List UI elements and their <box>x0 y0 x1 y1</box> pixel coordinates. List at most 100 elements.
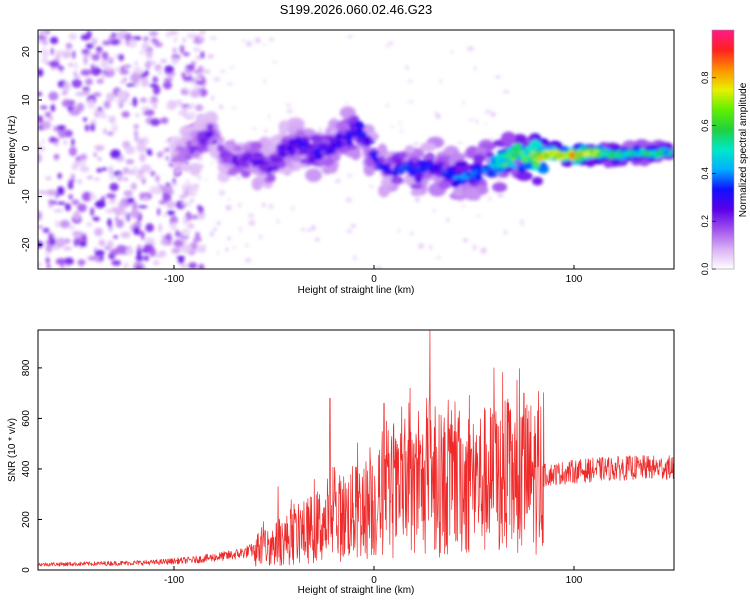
colorbar-frame <box>711 29 735 270</box>
noise-blob <box>140 72 148 79</box>
noise-blob <box>398 121 402 125</box>
noise-blob <box>143 255 150 262</box>
ridge-blob <box>272 159 280 164</box>
noise-blob <box>497 178 501 182</box>
x-tick-label: -100 <box>164 274 184 285</box>
x-tick-label: 0 <box>371 575 377 586</box>
noise-blob <box>127 197 135 204</box>
noise-blob <box>134 131 138 142</box>
noise-blob <box>190 88 202 97</box>
y-tick-label: 10 <box>21 94 32 106</box>
noise-blob <box>198 40 203 44</box>
ridge-blob <box>348 122 355 131</box>
ridge-blob <box>278 150 285 157</box>
noise-blob <box>180 107 188 110</box>
noise-blob <box>106 92 115 102</box>
noise-blob <box>70 173 75 180</box>
noise-blob <box>55 258 66 265</box>
ridge-blob <box>419 164 427 170</box>
ridge-blob <box>583 151 591 156</box>
noise-blob <box>98 239 106 247</box>
noise-blob <box>177 110 187 116</box>
ridge-blob <box>377 143 388 157</box>
ridge-blob <box>179 152 184 158</box>
ridge-blob <box>511 153 518 159</box>
ridge-blob <box>244 157 249 161</box>
noise-blob <box>165 103 173 109</box>
noise-blob <box>194 185 199 193</box>
ridge-blob <box>190 140 198 148</box>
noise-blob <box>38 68 44 77</box>
noise-blob <box>407 100 415 104</box>
noise-blob <box>172 178 176 184</box>
colorbar-tick-label: 0.8 <box>700 72 710 85</box>
noise-blob <box>179 264 189 268</box>
ridge-blob <box>434 168 442 174</box>
noise-blob <box>189 199 195 203</box>
ridge-blob <box>347 130 354 134</box>
noise-blob <box>107 218 112 227</box>
noise-blob <box>163 212 167 218</box>
noise-blob <box>98 114 108 119</box>
noise-blob <box>61 99 72 108</box>
snr-x-ticks: -100 0 100 <box>164 566 583 586</box>
noise-blob <box>132 166 139 173</box>
ridge-blob <box>221 150 229 156</box>
noise-blob <box>38 154 43 163</box>
noise-blob <box>387 41 394 45</box>
ridge-blob <box>397 168 404 174</box>
noise-blob <box>237 203 242 208</box>
noise-blob <box>187 105 193 110</box>
ridge-blob <box>180 164 195 172</box>
noise-blob <box>45 250 50 257</box>
noise-blob <box>49 60 60 68</box>
noise-blob <box>125 159 135 165</box>
noise-blob <box>181 201 188 206</box>
ridge-blob <box>280 138 288 146</box>
noise-blob <box>244 258 252 263</box>
noise-blob <box>97 157 102 161</box>
ridge-blob <box>295 138 302 143</box>
noise-blob <box>261 202 266 208</box>
ridge-blob <box>521 152 529 157</box>
ridge-blob <box>601 152 610 157</box>
noise-blob <box>91 53 100 61</box>
noise-blob <box>93 152 97 158</box>
noise-blob <box>229 65 234 70</box>
ridge-blob <box>634 151 642 157</box>
snr-frame <box>37 329 675 571</box>
ridge-blob <box>464 187 480 201</box>
ridge-blob <box>492 182 508 193</box>
noise-blob <box>49 36 59 45</box>
ridge-blob <box>378 184 390 198</box>
noise-blob <box>193 60 197 65</box>
noise-blob <box>135 138 146 144</box>
noise-blob <box>92 92 102 97</box>
noise-blob <box>141 42 150 51</box>
noise-blob <box>410 231 414 236</box>
noise-blob <box>204 178 209 181</box>
noise-blob <box>139 153 146 163</box>
noise-blob <box>87 255 96 261</box>
noise-blob <box>80 69 92 76</box>
noise-blob <box>269 37 274 42</box>
ridge-blob <box>226 170 238 176</box>
ridge-blob <box>420 142 437 152</box>
noise-blob <box>192 47 201 53</box>
ridge-blob <box>338 141 343 145</box>
ridge-blob <box>532 156 537 162</box>
noise-blob <box>181 228 191 237</box>
x-tick-label: 100 <box>566 575 583 586</box>
ridge-blob <box>346 132 353 138</box>
noise-blob <box>75 91 85 97</box>
noise-blob <box>369 184 374 189</box>
noise-blob <box>439 78 442 85</box>
noise-blob <box>90 191 95 199</box>
noise-blob <box>140 164 152 173</box>
noise-blob <box>123 210 128 220</box>
noise-blob <box>83 55 88 66</box>
noise-blob <box>181 237 187 243</box>
noise-blob <box>227 236 231 241</box>
x-tick-label: 0 <box>371 274 377 285</box>
noise-blob <box>188 201 192 207</box>
